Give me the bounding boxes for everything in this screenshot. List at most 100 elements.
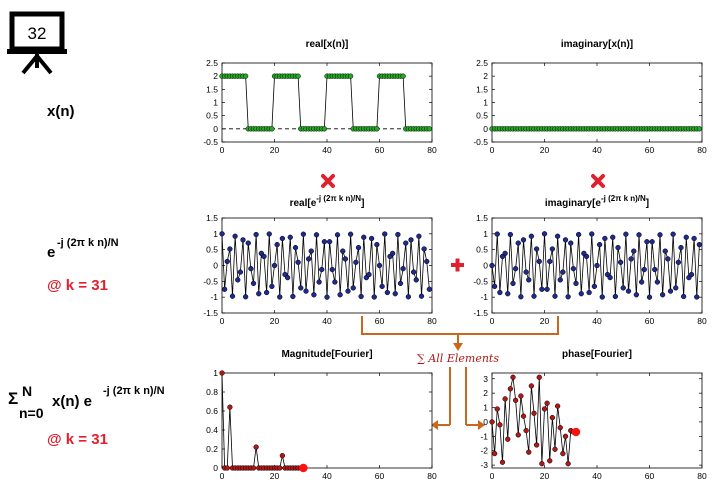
x-tick-label: 60 [645,316,655,326]
y-tick-label: -0.5 [203,137,218,147]
data-point [515,240,521,246]
data-point [507,231,514,238]
data-point [277,465,283,471]
data-point [279,235,286,242]
data-point [552,446,558,452]
data-point [237,269,244,275]
data-point [680,293,687,300]
chart-title: real[x(n)] [306,39,349,50]
data-point [421,246,427,252]
data-point [591,283,598,290]
arrow-heads [431,343,485,430]
data-point [392,291,398,297]
data-point [696,241,703,248]
data-point [568,240,574,246]
data-point [620,285,626,291]
data-point [224,465,230,471]
y-tick-label: 0 [483,417,488,427]
presentation-board-icon: 32 [7,11,67,75]
data-point [269,126,275,132]
data-point [371,294,377,300]
y-tick-label: 0 [213,463,218,473]
data-point [424,258,430,265]
data-point [219,370,225,376]
y-tick-label: 2 [483,388,488,398]
x-tick-label: 20 [270,145,280,155]
data-point [554,233,561,239]
y-tick-label: -1 [480,292,488,302]
data-point [502,250,508,257]
data-point [625,288,632,294]
data-point [570,266,577,272]
x-tick-label: 40 [592,471,602,481]
data-point [358,293,364,300]
arrow-right-head [478,420,485,430]
data-point [562,433,569,439]
data-point [541,231,548,237]
data-point [560,450,566,457]
basis-label: e -j (2π k n)/N [47,237,119,261]
x-tick-label: 80 [427,471,437,481]
data-point [279,453,286,459]
data-point [518,393,524,399]
data-point [544,286,550,292]
y-tick-label: 0.6 [206,406,218,416]
y-tick-label: 1 [213,98,218,108]
y-tick-label: 0.5 [476,111,488,121]
sum-body: x(n) e [52,393,92,410]
data-point [219,231,225,237]
x-tick-label: 40 [322,145,332,155]
data-point [277,294,283,300]
data-point [361,234,367,240]
x-tick-label: 0 [490,145,495,155]
plot-frame [221,372,433,469]
data-point [573,280,579,287]
data-point [368,235,375,242]
data-point [678,244,684,251]
y-tick-label: 1.5 [206,213,218,223]
data-point [224,258,230,265]
data-point [554,403,561,409]
arrow-down-head [453,343,463,351]
x-tick-label: 0 [220,471,225,481]
x-tick-label: 20 [540,471,550,481]
data-point [342,256,349,262]
data-point [300,231,307,237]
x-tick-label: 0 [490,316,495,326]
data-point [502,396,508,402]
data-point [250,280,257,287]
data-point [539,286,545,292]
current-k-point [299,463,308,473]
data-point [376,262,383,269]
data-point [418,293,425,299]
data-point [612,293,619,300]
data-point [575,231,582,238]
data-point [667,288,674,294]
chart-magnitude: Magnitude[Fourier] 1 0.8 0.6 0.4 0.2 00 20 40 60 8… [206,349,437,481]
data-point [416,233,422,239]
x-tick-label: 0 [220,316,225,326]
sum-lower-limit: n=0 [19,405,44,421]
multiply-icon-left [321,174,335,188]
x-tick-label: 0 [490,471,495,481]
data-point [269,283,275,290]
data-point [400,266,406,272]
data-point [229,293,236,299]
data-point [596,241,603,248]
data-point [353,259,359,265]
data-point [347,231,354,237]
data-point [675,259,682,265]
data-point [245,240,251,246]
signal-label: x(n) [47,103,75,120]
data-point [287,234,293,240]
data-point [345,288,351,294]
data-point [340,248,346,254]
data-point [610,234,616,240]
x-tick-label: 40 [592,316,602,326]
data-point [565,294,571,300]
data-point [507,386,514,392]
data-point [649,239,655,245]
data-point [403,240,409,246]
data-point [544,400,550,406]
data-point [515,432,521,438]
